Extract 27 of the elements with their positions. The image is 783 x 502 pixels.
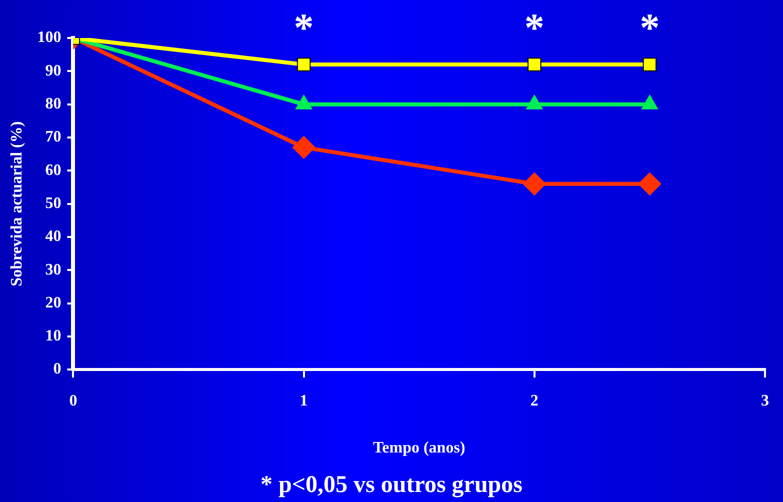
text: * p<0,05 vs outros grupos xyxy=(260,472,522,498)
annotation: * xyxy=(640,4,660,50)
point xyxy=(292,136,316,159)
y-tick-label: 60 xyxy=(45,162,62,179)
y-tick-label: 10 xyxy=(45,328,62,345)
x-tick-label: 3 xyxy=(761,392,769,410)
annotation: * xyxy=(524,4,544,50)
y-tick-label: 0 xyxy=(53,360,62,378)
point xyxy=(642,58,657,72)
y-tick-label: 70 xyxy=(45,128,62,146)
x-tick-label: 2 xyxy=(530,392,538,410)
y-tick-label: 100 xyxy=(37,29,62,46)
y-tick-label: 30 xyxy=(45,261,62,278)
point xyxy=(528,58,542,72)
annotation: * xyxy=(294,4,314,50)
point xyxy=(296,58,311,72)
x-tick-label: 0 xyxy=(69,392,78,410)
y-tick-label: 40 xyxy=(45,228,62,246)
y-tick-label: 80 xyxy=(45,95,62,112)
y-tick-label: 20 xyxy=(45,294,62,312)
y-tick-label: 50 xyxy=(45,194,62,212)
x-tick-label: 1 xyxy=(300,392,308,410)
point xyxy=(638,172,662,196)
x-axis-title: Tempo (anos) xyxy=(372,440,466,457)
point xyxy=(522,172,546,196)
y-tick-label: 90 xyxy=(45,62,62,80)
y-axis-title: Sobrevida actuarial (%) xyxy=(8,121,26,286)
